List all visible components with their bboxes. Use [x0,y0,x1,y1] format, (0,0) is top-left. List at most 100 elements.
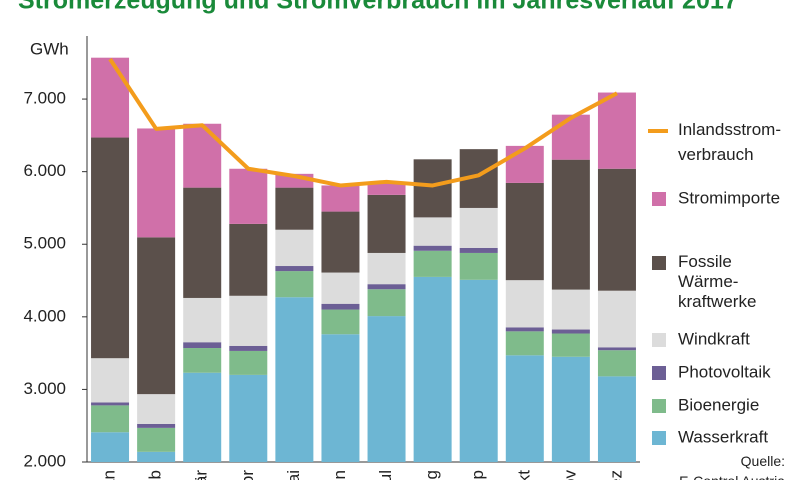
legend-swatch [652,256,666,270]
bar-segment [321,211,360,273]
bar-segment [597,92,636,169]
bar-segment [551,114,590,160]
x-tick-label: Jän [100,470,119,480]
bar-segment [459,207,498,248]
bar-segment [321,334,360,462]
bar-segment [91,432,130,462]
bar-segment [137,427,176,452]
bar-segment [91,358,130,403]
legend-label: Windkraft [678,329,750,348]
bar-segment [229,350,268,375]
bar-segment [551,333,590,357]
bar-segment [551,329,590,334]
bar-segment [367,284,406,290]
x-tick-label: Nov [560,470,579,480]
bar-segment [367,252,406,285]
bar-segment [137,128,176,238]
bar-segment [597,350,636,377]
y-tick-label: 4.000 [23,306,66,325]
bar-segment [229,168,268,224]
bar-segment [459,279,498,462]
bar-segment [91,405,130,433]
bar-segment [321,303,360,310]
bar-segment [367,289,406,317]
bar-segment [275,187,314,230]
legend-swatch [652,333,666,347]
bar-segment [413,217,452,246]
legend-label: Fossile Wärme-kraftwerke [678,252,756,311]
bar-segment [505,280,544,328]
x-tick-label: Apr [238,470,257,480]
bar-segment [183,187,222,298]
x-tick-label: Jun [330,470,349,480]
legend-label: Photovoltaik [678,362,771,381]
legend-swatch [652,192,666,206]
y-tick-label: 5.000 [23,234,66,253]
bar-segment [91,57,130,138]
bar-segment [91,402,130,406]
bar-segment [137,237,176,395]
bar-segment [459,252,498,280]
bar-segment [183,297,222,343]
bar-segment [183,348,222,373]
bar-segment [459,247,498,253]
legend-swatch [652,399,666,413]
bar-segment [597,376,636,462]
bar-segment [229,295,268,346]
bar-segment [505,182,544,281]
bar-segment [275,266,314,272]
bars [91,57,636,462]
bar-segment [505,145,544,183]
bar-segment [551,289,590,330]
legend-swatch [652,431,666,445]
bar-segment [413,159,452,218]
chart-title: Stromerzeugung und Stromverbrauch im Jah… [18,0,738,15]
x-tick-label: Dez [606,470,625,480]
bar-segment [413,245,452,251]
legend-label: Stromimporte [678,188,780,207]
legend-swatch [652,366,666,380]
bar-segment [551,159,590,290]
y-tick-label: 3.000 [23,379,66,398]
bar-segment [597,347,636,351]
x-tick-label: Feb [146,470,165,480]
x-tick-label: Mär [192,470,211,480]
y-tick-label: 2.000 [23,451,66,470]
bar-segment [413,250,452,277]
bar-segment [597,168,636,291]
x-tick-label: Sep [468,470,487,480]
bar-segment [137,451,176,462]
x-tick-label: Aug [422,470,441,480]
bar-segment [505,327,544,332]
legend-label: Inlandsstrom-verbrauch [678,120,781,164]
x-tick-label: Okt [514,470,533,480]
bar-segment [183,372,222,462]
y-tick-label: 6.000 [23,161,66,180]
bar-segment [183,342,222,349]
legend-label: Bioenergie [678,395,759,414]
bar-segment [321,272,360,304]
bar-segment [137,394,176,424]
bar-segment [229,345,268,351]
bar-segment [183,123,222,188]
bar-segment [505,355,544,462]
source: Quelle:E-Control Austria [679,453,785,480]
bar-segment [275,271,314,298]
y-tick-label: 7.000 [23,89,66,108]
bar-segment [321,309,360,335]
bar-segment [367,316,406,462]
line-series [108,58,618,188]
bar-segment [367,194,406,253]
bar-segment [597,290,636,348]
legend-label: Wasserkraft [678,427,768,446]
bar-segment [275,229,314,267]
bar-segment [275,297,314,462]
bar-segment [367,181,406,195]
bar-segment [321,185,360,212]
y-axis-label: GWh [30,39,69,58]
x-tick-label: Jul [376,470,395,480]
bar-segment [413,276,452,462]
bar-segment [137,423,176,428]
bar-segment [551,356,590,462]
